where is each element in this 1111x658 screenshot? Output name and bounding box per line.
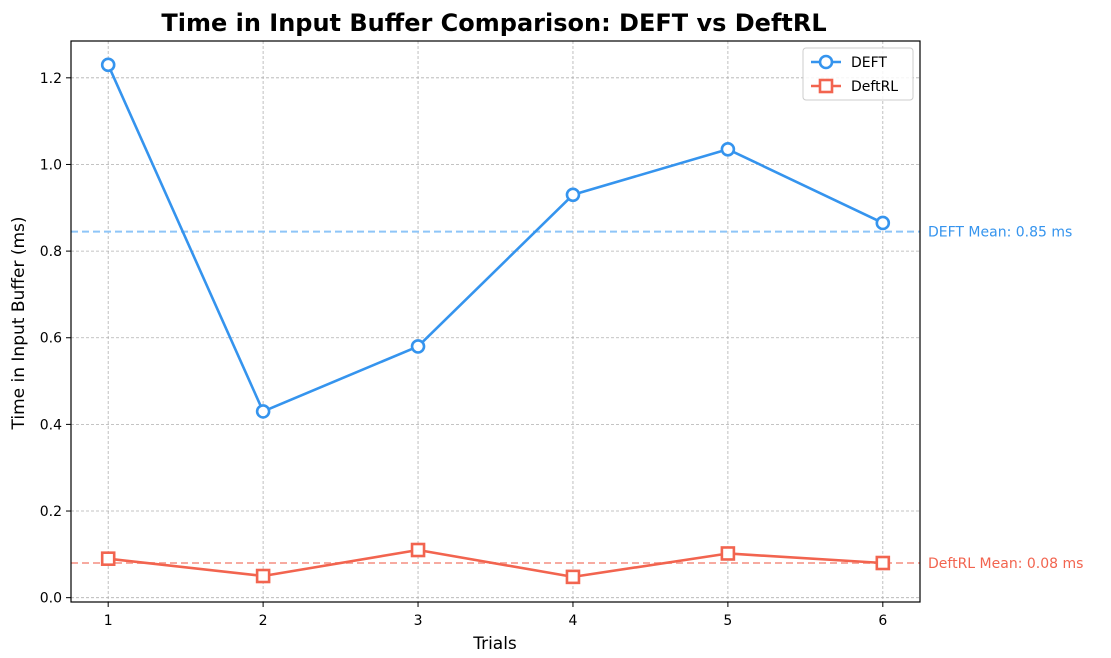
legend-marker-deftrl: [818, 78, 834, 94]
data-point-deft-5: [720, 142, 736, 157]
y-tick-label-2: 0.4: [40, 417, 62, 433]
data-point-deft-1: [100, 57, 116, 73]
y-tick-label-3: 0.6: [40, 331, 62, 347]
x-tick-label-5: 5: [723, 613, 732, 629]
x-tick-label-2: 2: [259, 613, 268, 629]
mean-lines: DEFT Mean: 0.85 ms DeftRL Mean: 0.08 ms: [71, 225, 1083, 572]
x-axis-label: Trials: [472, 634, 517, 654]
y-tick-label-5: 1.0: [40, 157, 62, 173]
mean-label-deft: DEFT Mean: 0.85 ms: [928, 225, 1072, 241]
data-point-deftrl-6: [875, 555, 891, 571]
axes: [66, 40, 921, 607]
x-tick-label-3: 3: [414, 613, 423, 629]
series-lines: [100, 57, 891, 585]
data-point-deft-3: [410, 339, 426, 354]
data-point-deftrl-5: [720, 546, 736, 561]
data-point-deft-2: [255, 404, 271, 419]
y-tick-label-1: 0.2: [40, 504, 62, 520]
data-point-deftrl-3: [410, 542, 426, 558]
y-tick-label-4: 0.8: [40, 244, 62, 260]
data-point-deft-6: [875, 215, 891, 231]
data-point-deftrl-1: [100, 551, 116, 566]
legend-marker-deft: [818, 54, 834, 70]
series-line-deft: [106, 64, 884, 413]
mean-label-deftrl: DeftRL Mean: 0.08 ms: [928, 556, 1083, 572]
chart-title: Time in Input Buffer Comparison: DEFT vs…: [161, 9, 826, 37]
legend-label-deft: DEFT: [851, 55, 887, 71]
tick-labels: 1 2 3 4 5 6 0.0 0.2 0.4 0.6 0.8 1.0 1.2: [40, 71, 888, 629]
x-tick-label-4: 4: [569, 613, 578, 629]
plot-frame: [70, 40, 921, 603]
y-tick-label-6: 1.2: [40, 71, 62, 87]
grid-lines: [71, 41, 920, 602]
legend-label-deftrl: DeftRL: [851, 79, 898, 95]
legend: DEFT DeftRL: [802, 47, 914, 101]
x-tick-label-1: 1: [104, 613, 113, 629]
data-point-deft-4: [565, 187, 581, 203]
data-point-deftrl-2: [255, 568, 271, 584]
x-tick-label-6: 6: [878, 613, 887, 629]
y-tick-label-0: 0.0: [40, 591, 62, 607]
series-line-deftrl: [108, 548, 883, 579]
data-point-deftrl-4: [565, 569, 581, 585]
y-axis-label: Time in Input Buffer (ms): [9, 216, 29, 430]
